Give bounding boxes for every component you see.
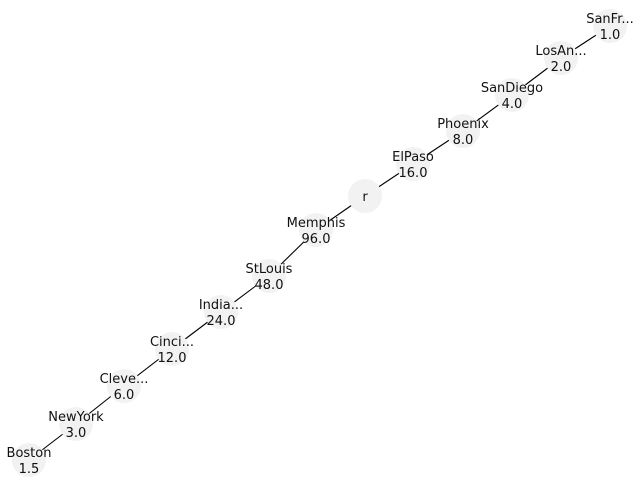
node-name-label: LosAn... [535, 44, 586, 59]
node-circle [59, 407, 93, 441]
node-circle [12, 443, 46, 477]
tree-nodes: Boston1.5NewYork3.0Cleve...6.0Cinci...12… [7, 9, 634, 477]
node-name-label: Cleve... [100, 372, 149, 387]
node-name-label: Memphis [287, 216, 346, 231]
node-value-label: 12.0 [158, 351, 187, 366]
root-node: r [348, 179, 382, 213]
node-value-label: 48.0 [255, 278, 284, 293]
node-value-label: 8.0 [453, 133, 474, 148]
node-value-label: 3.0 [66, 426, 87, 441]
root-node-circle [348, 179, 382, 213]
node-circle [544, 41, 578, 75]
node-name-label: SanDiego [481, 81, 543, 96]
node-name-label: India... [199, 298, 243, 313]
tree-node: SanFr...1.0 [586, 9, 634, 43]
node-circle [155, 332, 189, 366]
node-value-label: 2.0 [551, 60, 572, 75]
tree-node: Cinci...12.0 [150, 332, 194, 366]
node-circle [204, 295, 238, 329]
tree-node: LosAn...2.0 [535, 41, 587, 75]
node-circle [299, 213, 333, 247]
node-value-label: 16.0 [399, 166, 428, 181]
node-circle [593, 9, 627, 43]
node-value-label: 24.0 [207, 314, 236, 329]
node-circle [495, 78, 529, 112]
node-value-label: 96.0 [302, 232, 331, 247]
node-value-label: 1.5 [19, 462, 40, 477]
node-circle [107, 369, 141, 403]
root-node-label: r [362, 190, 368, 205]
tree-node: India...24.0 [199, 295, 243, 329]
node-circle [446, 114, 480, 148]
node-name-label: Phoenix [437, 117, 489, 132]
node-value-label: 4.0 [502, 97, 523, 112]
node-value-label: 1.0 [600, 28, 621, 43]
node-name-label: NewYork [48, 410, 104, 425]
node-circle [252, 259, 286, 293]
node-name-label: ElPaso [392, 150, 434, 165]
node-name-label: Cinci... [150, 335, 194, 350]
node-value-label: 6.0 [114, 388, 135, 403]
node-circle [396, 147, 430, 181]
node-name-label: StLouis [246, 262, 293, 277]
node-name-label: SanFr... [586, 12, 634, 27]
tree-node: Cleve...6.0 [100, 369, 149, 403]
node-name-label: Boston [7, 446, 52, 461]
